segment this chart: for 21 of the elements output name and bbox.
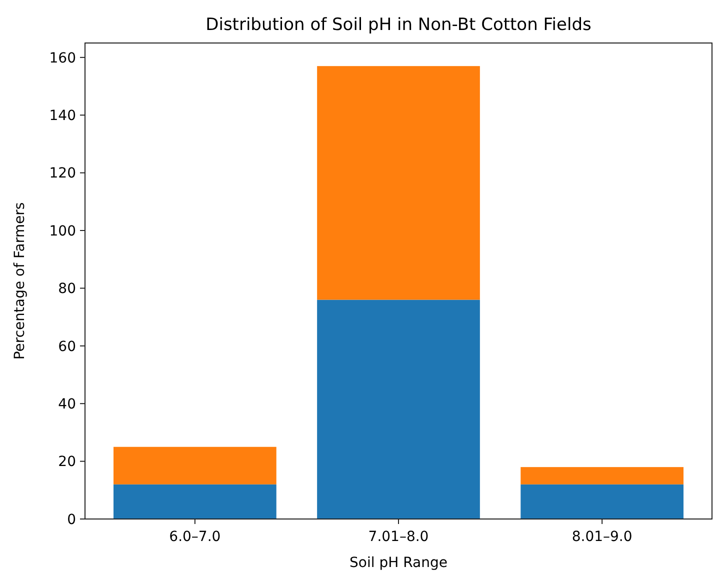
y-tick-label: 40: [58, 396, 76, 413]
x-tick-label: 6.0–7.0: [169, 529, 221, 545]
bar: [520, 467, 684, 484]
y-axis-title: Percentage of Farmers: [12, 202, 28, 360]
y-tick-label: 20: [58, 454, 76, 470]
y-tick-label: 100: [49, 223, 76, 240]
x-tick-label: 7.01–8.0: [368, 529, 429, 545]
y-tick-label: 120: [49, 166, 76, 182]
x-axis-title: Soil pH Range: [350, 555, 448, 571]
bar: [317, 66, 480, 300]
chart-title: Distribution of Soil pH in Non-Bt Cotton Fields: [206, 15, 592, 35]
y-tick-label: 160: [49, 50, 76, 66]
y-tick-label: 80: [58, 281, 76, 298]
y-tick-label: 60: [58, 338, 76, 355]
bar: [114, 484, 276, 519]
y-tick-label: 0: [67, 512, 76, 528]
x-tick-label: 8.01–9.0: [572, 529, 632, 545]
y-tick-label: 140: [49, 108, 76, 124]
bar: [114, 446, 276, 484]
bar: [520, 484, 684, 519]
bar: [317, 300, 480, 519]
